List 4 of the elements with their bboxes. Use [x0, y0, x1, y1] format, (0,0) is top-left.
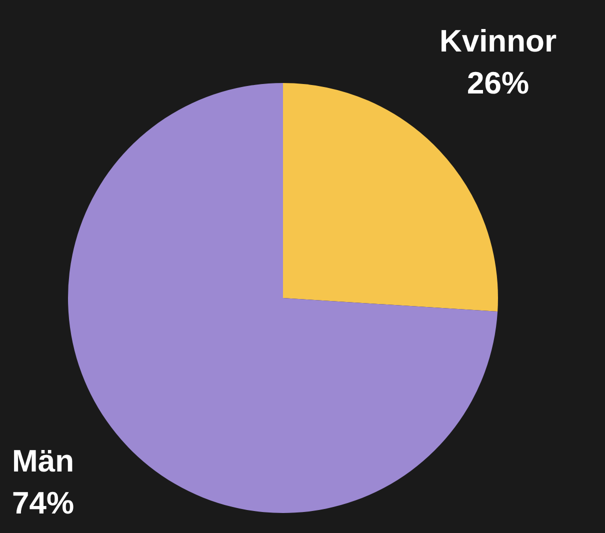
- data-label: 74%: [12, 486, 74, 521]
- slice-label: Män: [12, 444, 74, 479]
- data-label: 26%: [466, 66, 530, 101]
- slice-label: Kvinnor: [439, 24, 557, 59]
